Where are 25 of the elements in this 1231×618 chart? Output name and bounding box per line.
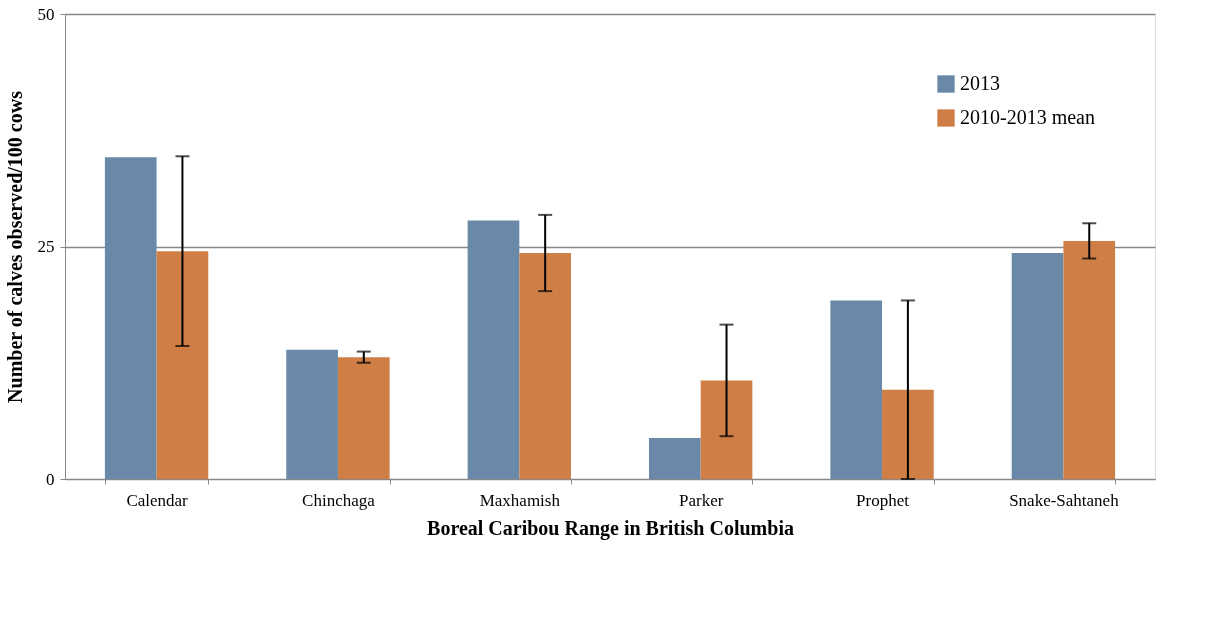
bar [700, 380, 753, 479]
bar [1063, 240, 1116, 479]
bar [1011, 253, 1064, 479]
bar [467, 220, 520, 479]
bar [156, 251, 209, 479]
bar [104, 157, 157, 479]
bar [882, 389, 934, 479]
bar [648, 438, 701, 479]
x-axis-title: Boreal Caribou Range in British Columbia [427, 516, 794, 540]
bar [286, 349, 338, 479]
y-tick-label: 0 [46, 469, 55, 489]
bar [519, 253, 572, 479]
bar [830, 300, 883, 479]
bar [337, 357, 390, 479]
x-tick-label: Maxhamish [479, 490, 561, 510]
y-axis-title: Number of calves observed/100 cows [3, 90, 26, 403]
legend-label: 2013 [960, 72, 1000, 94]
y-tick-label: 50 [37, 4, 55, 24]
x-tick-label: Snake-Sahtaneh [1009, 490, 1120, 510]
y-tick-label: 25 [37, 237, 55, 256]
legend-label: 2010-2013 mean [960, 106, 1095, 128]
x-tick-label: Chinchaga [302, 490, 376, 510]
x-tick-label: Calendar [126, 490, 189, 510]
x-tick-label: Prophet [856, 490, 910, 510]
x-tick-label: Parker [678, 490, 724, 510]
